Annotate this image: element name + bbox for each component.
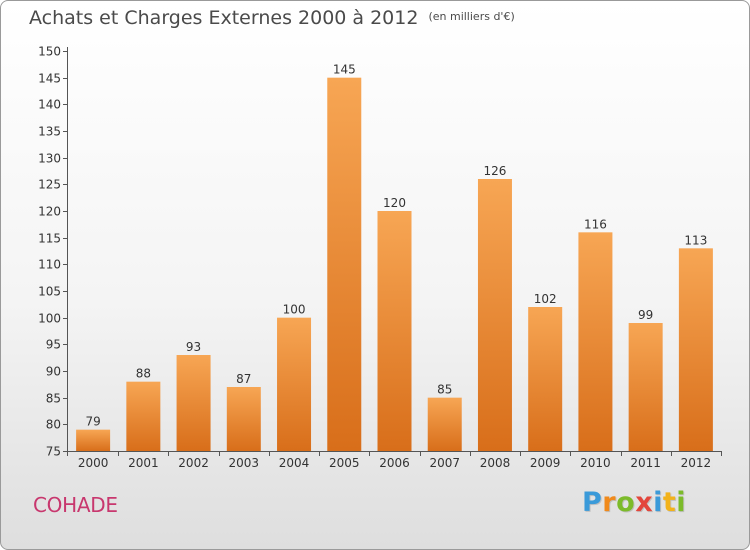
- x-tick-label: 2007: [429, 456, 460, 470]
- x-tick-label: 2004: [279, 456, 310, 470]
- logo-letter: t: [662, 487, 677, 518]
- data-label: 87: [236, 372, 251, 386]
- labels: 2000 79 2001 88 2002 93 2003 87 2004 100 2005 145 20…: [78, 63, 711, 470]
- bar-2012: [678, 248, 713, 451]
- y-tick-label: 100: [38, 312, 61, 326]
- title-row: Achats et Charges Externes 2000 à 2012 (e…: [29, 7, 515, 29]
- x-tick-label: 2010: [580, 456, 611, 470]
- logo-letter: P: [582, 487, 603, 518]
- y-tick-label: 80: [46, 418, 61, 432]
- bars: [76, 77, 713, 452]
- bar-2001: [126, 381, 161, 451]
- x-tick-label: 2003: [229, 456, 260, 470]
- x-tick-label: 2008: [480, 456, 511, 470]
- chart-subtitle: (en milliers d'€): [428, 10, 515, 23]
- y-tick-label: 105: [38, 285, 61, 299]
- x-tick-label: 2001: [128, 456, 159, 470]
- y-tick-label: 95: [46, 338, 61, 352]
- x-tick-label: 2000: [78, 456, 109, 470]
- bar-2009: [528, 307, 563, 451]
- logo-letter: o: [616, 487, 636, 518]
- data-label: 79: [85, 415, 100, 429]
- data-label: 93: [186, 340, 201, 354]
- bar-2008: [477, 179, 512, 451]
- logo-letter: r: [602, 487, 617, 518]
- y-tick-label: 145: [38, 72, 61, 86]
- data-label: 113: [684, 233, 707, 247]
- axes: 75 80 85 90 95 100 105 110 115 120 125 130 135 140 145…: [38, 45, 722, 459]
- x-tick-label: 2012: [681, 456, 712, 470]
- bar-2003: [226, 387, 261, 451]
- bar-2011: [628, 323, 663, 451]
- data-label: 88: [136, 367, 151, 381]
- data-label: 116: [584, 217, 607, 231]
- proxiti-logo[interactable]: Proxiti: [582, 487, 686, 518]
- chart-title: Achats et Charges Externes 2000 à 2012: [29, 7, 419, 29]
- data-label: 126: [484, 164, 507, 178]
- y-tick-label: 85: [46, 392, 61, 406]
- y-tick-label: 150: [38, 45, 61, 59]
- bar-2005: [327, 77, 362, 452]
- logo-letter: i: [653, 487, 663, 518]
- bar-2010: [578, 232, 613, 451]
- logo-letter: i: [676, 487, 687, 518]
- x-tick-label: 2009: [530, 456, 561, 470]
- data-label: 145: [333, 63, 356, 77]
- bar-2002: [176, 355, 211, 451]
- y-tick-label: 130: [38, 152, 61, 166]
- data-label: 102: [534, 292, 557, 306]
- x-tick-label: 2002: [178, 456, 209, 470]
- data-label: 100: [283, 303, 306, 317]
- y-tick-label: 90: [46, 365, 61, 379]
- x-tick-label: 2006: [379, 456, 410, 470]
- bar-2000: [76, 429, 111, 451]
- x-tick-label: 2005: [329, 456, 360, 470]
- y-tick-label: 110: [38, 258, 61, 272]
- data-label: 99: [638, 308, 653, 322]
- y-tick-label: 140: [38, 98, 61, 112]
- y-tick-label: 115: [38, 232, 61, 246]
- x-tick-label: 2011: [630, 456, 661, 470]
- commune-name: COHADE: [33, 493, 118, 517]
- logo-letter: x: [635, 487, 654, 518]
- data-label: 120: [383, 196, 406, 210]
- y-tick-label: 125: [38, 178, 61, 192]
- y-tick-label: 135: [38, 125, 61, 139]
- bar-2004: [277, 317, 312, 451]
- bar-2006: [377, 211, 412, 451]
- y-tick-label: 120: [38, 205, 61, 219]
- bar-2007: [427, 397, 462, 451]
- data-label: 85: [437, 383, 452, 397]
- y-tick-label: 75: [46, 445, 61, 459]
